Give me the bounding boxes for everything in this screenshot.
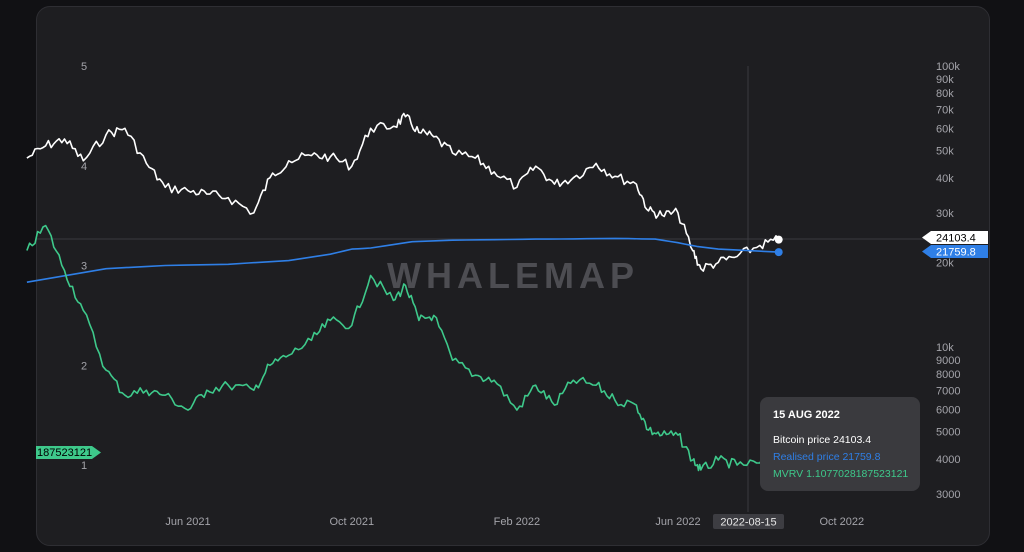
right-tick-label: 20k (936, 257, 954, 269)
date-highlight-tag: 2022-08-15 (713, 514, 784, 529)
left-tick-label: 2 (81, 360, 87, 372)
price-tag-text: 24103.4 (936, 233, 976, 245)
left-tick-label: 3 (81, 261, 87, 273)
x-tick-label: Feb 2022 (494, 516, 540, 528)
realised-price-line (26, 237, 779, 283)
realised-value-tag: 21759.8 (922, 245, 988, 259)
right-tick-label: 70k (936, 105, 954, 117)
right-tick-label: 90k (936, 74, 954, 86)
right-tick-label: 10k (936, 342, 954, 354)
x-tick-label: Jun 2022 (655, 516, 700, 528)
right-tick-label: 5000 (936, 427, 960, 439)
series-layer (26, 112, 783, 472)
right-tick-label: 4000 (936, 454, 960, 466)
mvrv-tag-text: 187523121 (37, 447, 92, 459)
right-tick-label: 8000 (936, 369, 960, 381)
price-value-tag: 24103.4 (922, 231, 988, 245)
left-tick-label: 4 (81, 161, 87, 173)
right-tick-label: 3000 (936, 489, 960, 501)
tooltip-mvrv: MVRV 1.1077028187523121 (773, 468, 909, 480)
right-tick-label: 50k (936, 146, 954, 158)
realised-price-end-dot (774, 248, 783, 257)
left-tick-label: 5 (81, 61, 87, 73)
tooltip: 15 AUG 2022 Bitcoin price 24103.4 Realis… (760, 397, 920, 491)
realised-tag-text: 21759.8 (936, 247, 976, 259)
right-tick-label: 40k (936, 173, 954, 185)
right-tick-label: 6000 (936, 404, 960, 416)
mvrv-line (26, 224, 780, 472)
watermark: WHALEMAP (387, 255, 639, 296)
right-tick-label: 60k (936, 123, 954, 135)
x-tick-label: Oct 2021 (329, 516, 374, 528)
price-end-dot (774, 235, 783, 244)
x-tick-label: Oct 2022 (819, 516, 864, 528)
x-axis: Jun 2021 Oct 2021 Feb 2022 Jun 2022 Oct 2022 (165, 516, 864, 528)
right-tick-label: 100k (936, 61, 960, 73)
right-tick-label: 80k (936, 88, 954, 100)
tooltip-price: Bitcoin price 24103.4 (773, 434, 872, 446)
right-tick-label: 9000 (936, 355, 960, 367)
x-tick-label: Jun 2021 (165, 516, 210, 528)
price-line (26, 112, 780, 272)
right-tick-label: 30k (936, 208, 954, 220)
left-axis: 5 4 3 2 1 (81, 61, 87, 472)
tooltip-date: 15 AUG 2022 (773, 409, 840, 421)
tooltip-realised: Realised price 21759.8 (773, 451, 881, 463)
mvrv-value-tag: 187523121 (36, 446, 101, 459)
right-tick-label: 7000 (936, 386, 960, 398)
date-highlight-text: 2022-08-15 (720, 517, 776, 529)
left-tick-label: 1 (81, 460, 87, 472)
